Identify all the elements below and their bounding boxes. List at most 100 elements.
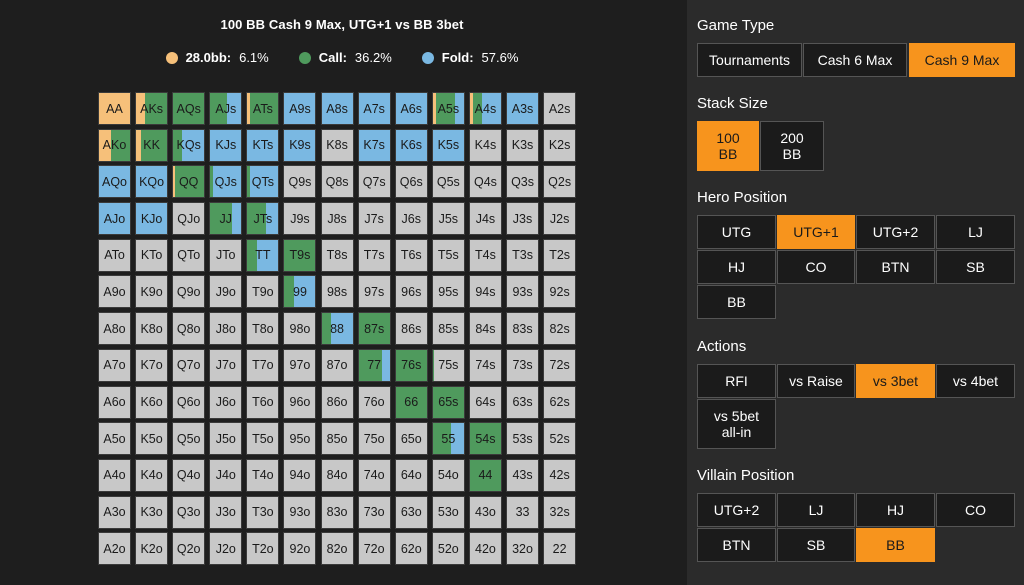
- hand-cell-Q6o[interactable]: Q6o: [172, 385, 206, 419]
- hand-cell-AJs[interactable]: AJs: [209, 92, 243, 125]
- hand-cell-22[interactable]: 22: [543, 532, 577, 566]
- hand-cell-A4o[interactable]: A4o: [98, 458, 131, 492]
- hand-cell-J3s[interactable]: J3s: [506, 202, 540, 236]
- hand-cell-75o[interactable]: 75o: [357, 422, 391, 456]
- hand-cell-J5o[interactable]: J5o: [209, 422, 243, 456]
- hand-cell-87o[interactable]: 87o: [320, 348, 354, 382]
- hand-cell-98s[interactable]: 98s: [320, 275, 354, 309]
- hand-cell-66[interactable]: 66: [394, 385, 428, 419]
- hand-cell-98o[interactable]: 98o: [283, 312, 317, 346]
- hand-cell-55[interactable]: 55: [431, 422, 465, 456]
- hand-cell-K2o[interactable]: K2o: [135, 532, 169, 566]
- hand-cell-93s[interactable]: 93s: [506, 275, 540, 309]
- hand-cell-Q2s[interactable]: Q2s: [543, 165, 577, 199]
- hand-cell-52o[interactable]: 52o: [431, 532, 465, 566]
- hand-cell-T4s[interactable]: T4s: [468, 238, 502, 272]
- hand-cell-A3s[interactable]: A3s: [506, 92, 540, 125]
- hand-cell-T4o[interactable]: T4o: [246, 458, 280, 492]
- hand-cell-TT[interactable]: TT: [246, 238, 280, 272]
- hand-cell-42o[interactable]: 42o: [468, 532, 502, 566]
- hand-cell-K3o[interactable]: K3o: [135, 495, 169, 529]
- hand-cell-A3o[interactable]: A3o: [98, 495, 131, 529]
- hand-cell-85s[interactable]: 85s: [431, 312, 465, 346]
- hero-position-button-co[interactable]: CO: [777, 250, 855, 284]
- hand-cell-K8o[interactable]: K8o: [135, 312, 169, 346]
- hero-position-button-btn[interactable]: BTN: [856, 250, 935, 284]
- hero-position-button-sb[interactable]: SB: [936, 250, 1015, 284]
- hand-cell-KQo[interactable]: KQo: [135, 165, 169, 199]
- hand-cell-K4s[interactable]: K4s: [468, 128, 502, 162]
- hand-cell-A6o[interactable]: A6o: [98, 385, 131, 419]
- hand-cell-T7s[interactable]: T7s: [357, 238, 391, 272]
- hand-cell-92o[interactable]: 92o: [283, 532, 317, 566]
- hand-cell-K4o[interactable]: K4o: [135, 458, 169, 492]
- hand-cell-97s[interactable]: 97s: [357, 275, 391, 309]
- hand-cell-T7o[interactable]: T7o: [246, 348, 280, 382]
- hero-position-button-bb[interactable]: BB: [697, 285, 776, 319]
- hero-position-button-utg+2[interactable]: UTG+2: [856, 215, 935, 249]
- hand-cell-J6o[interactable]: J6o: [209, 385, 243, 419]
- hand-cell-82s[interactable]: 82s: [543, 312, 577, 346]
- hand-cell-83o[interactable]: 83o: [320, 495, 354, 529]
- hand-cell-T9s[interactable]: T9s: [283, 238, 317, 272]
- hand-cell-65s[interactable]: 65s: [431, 385, 465, 419]
- hand-cell-Q6s[interactable]: Q6s: [394, 165, 428, 199]
- hand-cell-82o[interactable]: 82o: [320, 532, 354, 566]
- hand-cell-K5s[interactable]: K5s: [431, 128, 465, 162]
- hand-cell-97o[interactable]: 97o: [283, 348, 317, 382]
- villain-position-button-bb[interactable]: BB: [856, 528, 935, 562]
- hand-cell-A7o[interactable]: A7o: [98, 348, 131, 382]
- villain-position-button-lj[interactable]: LJ: [777, 493, 855, 527]
- hand-cell-84o[interactable]: 84o: [320, 458, 354, 492]
- game-type-button-cash-6-max[interactable]: Cash 6 Max: [803, 43, 907, 77]
- hand-cell-AA[interactable]: AA: [98, 92, 131, 125]
- hand-cell-K7s[interactable]: K7s: [357, 128, 391, 162]
- hand-cell-Q2o[interactable]: Q2o: [172, 532, 206, 566]
- hand-cell-JJ[interactable]: JJ: [209, 202, 243, 236]
- hand-cell-J9s[interactable]: J9s: [283, 202, 317, 236]
- hand-cell-33[interactable]: 33: [506, 495, 540, 529]
- hero-position-button-lj[interactable]: LJ: [936, 215, 1015, 249]
- action-button-rfi[interactable]: RFI: [697, 364, 776, 398]
- hand-cell-Q5s[interactable]: Q5s: [431, 165, 465, 199]
- hand-cell-Q4s[interactable]: Q4s: [468, 165, 502, 199]
- action-button-vs-3bet[interactable]: vs 3bet: [856, 364, 935, 398]
- hand-cell-Q5o[interactable]: Q5o: [172, 422, 206, 456]
- hand-cell-T6s[interactable]: T6s: [394, 238, 428, 272]
- hand-cell-63o[interactable]: 63o: [394, 495, 428, 529]
- hand-cell-K3s[interactable]: K3s: [506, 128, 540, 162]
- hand-cell-A9o[interactable]: A9o: [98, 275, 131, 309]
- hand-cell-AQo[interactable]: AQo: [98, 165, 131, 199]
- hand-cell-K6s[interactable]: K6s: [394, 128, 428, 162]
- hand-cell-T8o[interactable]: T8o: [246, 312, 280, 346]
- hand-cell-QJs[interactable]: QJs: [209, 165, 243, 199]
- hand-cell-J8o[interactable]: J8o: [209, 312, 243, 346]
- hand-cell-84s[interactable]: 84s: [468, 312, 502, 346]
- hand-cell-K6o[interactable]: K6o: [135, 385, 169, 419]
- hand-cell-74o[interactable]: 74o: [357, 458, 391, 492]
- hand-cell-96o[interactable]: 96o: [283, 385, 317, 419]
- hand-cell-63s[interactable]: 63s: [506, 385, 540, 419]
- hand-cell-KTo[interactable]: KTo: [135, 238, 169, 272]
- hand-cell-J9o[interactable]: J9o: [209, 275, 243, 309]
- hand-cell-Q4o[interactable]: Q4o: [172, 458, 206, 492]
- hand-cell-JTs[interactable]: JTs: [246, 202, 280, 236]
- hand-cell-76o[interactable]: 76o: [357, 385, 391, 419]
- hand-cell-T8s[interactable]: T8s: [320, 238, 354, 272]
- hand-cell-JTo[interactable]: JTo: [209, 238, 243, 272]
- hand-cell-Q8s[interactable]: Q8s: [320, 165, 354, 199]
- hand-cell-J2s[interactable]: J2s: [543, 202, 577, 236]
- hand-cell-Q7o[interactable]: Q7o: [172, 348, 206, 382]
- hand-cell-A6s[interactable]: A6s: [394, 92, 428, 125]
- action-button-vs-raise[interactable]: vs Raise: [777, 364, 855, 398]
- hand-cell-T3o[interactable]: T3o: [246, 495, 280, 529]
- hand-cell-A9s[interactable]: A9s: [283, 92, 317, 125]
- hand-cell-J3o[interactable]: J3o: [209, 495, 243, 529]
- hand-cell-95o[interactable]: 95o: [283, 422, 317, 456]
- hand-cell-A5o[interactable]: A5o: [98, 422, 131, 456]
- hand-cell-86s[interactable]: 86s: [394, 312, 428, 346]
- villain-position-button-utg+2[interactable]: UTG+2: [697, 493, 776, 527]
- hand-cell-T2s[interactable]: T2s: [543, 238, 577, 272]
- hand-cell-53o[interactable]: 53o: [431, 495, 465, 529]
- hand-cell-64o[interactable]: 64o: [394, 458, 428, 492]
